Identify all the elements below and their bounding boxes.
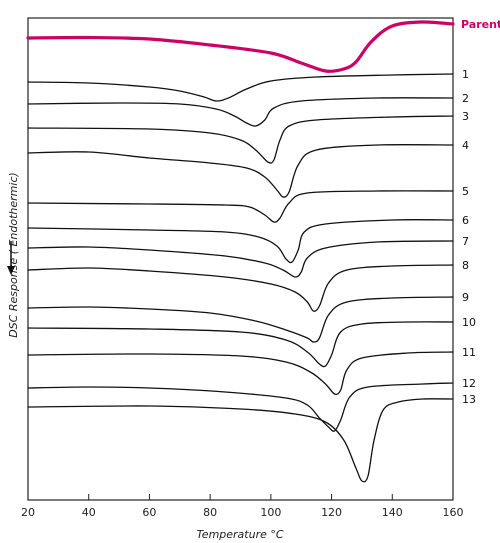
series-label: 13 <box>462 393 476 406</box>
x-tick-label: 100 <box>260 506 281 519</box>
series-line-4 <box>27 143 454 198</box>
x-tick-label: 80 <box>203 506 217 519</box>
y-axis-arrow <box>7 241 15 275</box>
plot-frame <box>27 17 454 501</box>
series-label: 2 <box>462 92 469 105</box>
series-line-5 <box>27 190 454 223</box>
series-label: 12 <box>462 377 476 390</box>
series-line-13 <box>27 398 454 483</box>
series-label: 4 <box>462 139 469 152</box>
series-line-6 <box>27 219 454 264</box>
x-tick-label: 40 <box>82 506 96 519</box>
series-line-1 <box>27 73 454 102</box>
x-axis: 20 40 60 80 100 120 140 160 <box>21 494 464 519</box>
series-line-11 <box>27 351 454 396</box>
x-tick-label: 140 <box>382 506 403 519</box>
series-line-10 <box>27 321 454 368</box>
series-label: 5 <box>462 185 469 198</box>
x-tick-label: 20 <box>21 506 35 519</box>
y-axis-title-group: DSC Response ( Endothermic) <box>7 172 20 338</box>
series-label: 3 <box>462 110 469 123</box>
x-tick-label: 120 <box>321 506 342 519</box>
y-axis-title: DSC Response ( Endothermic) <box>7 172 20 338</box>
series-label: 1 <box>462 68 469 81</box>
series-label: 10 <box>462 316 476 329</box>
x-tick-label: 60 <box>142 506 156 519</box>
series-line-parent <box>26 20 455 73</box>
series-label: 6 <box>462 214 469 227</box>
series-line-12 <box>27 382 454 432</box>
series-line-3 <box>27 115 454 164</box>
curves-group <box>26 20 455 483</box>
series-line-8 <box>27 264 454 312</box>
series-label: 8 <box>462 259 469 272</box>
series-label: 11 <box>462 346 476 359</box>
series-label: 7 <box>462 235 469 248</box>
x-axis-title: Temperature °C <box>196 528 283 541</box>
series-label: Parent <box>461 18 500 31</box>
series-line-9 <box>27 296 454 343</box>
x-tick-label: 160 <box>443 506 464 519</box>
series-label: 9 <box>462 291 469 304</box>
series-line-7 <box>27 240 454 278</box>
series-line-2 <box>27 97 454 127</box>
